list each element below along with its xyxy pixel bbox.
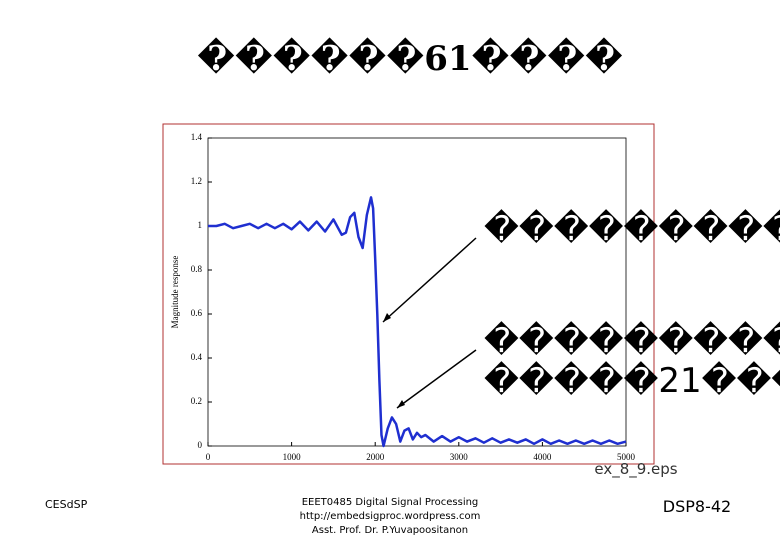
- plot-area: [207, 137, 627, 447]
- footer-center: http://embedsigproc.wordpress.com: [300, 511, 481, 522]
- y-tick-label: 0.2: [191, 396, 202, 406]
- x-tick-label: 0: [206, 452, 211, 462]
- y-tick-label: 0.6: [191, 308, 203, 318]
- figure-frame: [162, 123, 655, 465]
- x-tick-label: 1000: [283, 452, 302, 462]
- annotation: ����������: [484, 209, 780, 249]
- y-tick-label: 1: [198, 220, 203, 230]
- annotation: �����21����: [484, 361, 780, 401]
- x-tick-label: 5000: [617, 452, 636, 462]
- y-tick-label: 0.8: [191, 264, 203, 274]
- arrow-head: [383, 313, 391, 322]
- annotation: ����������: [484, 321, 780, 361]
- figure-file: ex_8_9.eps: [594, 460, 677, 479]
- arrow-head: [397, 400, 405, 408]
- x-tick-label: 2000: [366, 452, 385, 462]
- y-tick-label: 1.2: [191, 176, 202, 186]
- x-tick-label: 4000: [533, 452, 552, 462]
- y-tick-label: 0.4: [191, 352, 203, 362]
- footer-right: DSP8-42: [663, 497, 731, 516]
- arrow: [396, 349, 477, 409]
- y-tick-label: 0: [198, 440, 203, 450]
- footer-left: CESdSP: [45, 498, 88, 511]
- y-axis-label: Magnitude response: [170, 256, 180, 329]
- y-tick-label: 1.4: [191, 132, 203, 142]
- arrow: [382, 237, 477, 323]
- footer-center: Asst. Prof. Dr. P.Yuvapoositanon: [312, 525, 468, 536]
- x-tick-label: 3000: [450, 452, 469, 462]
- slide-title: ������61����: [197, 37, 623, 79]
- response-line: [208, 196, 627, 448]
- footer-center: EEET0485 Digital Signal Processing: [302, 497, 479, 508]
